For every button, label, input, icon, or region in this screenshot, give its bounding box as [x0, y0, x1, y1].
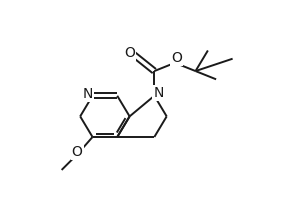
Text: N: N — [82, 87, 93, 101]
Text: O: O — [124, 46, 135, 60]
Text: O: O — [171, 51, 182, 65]
Text: N: N — [153, 86, 164, 100]
Text: O: O — [72, 145, 83, 159]
